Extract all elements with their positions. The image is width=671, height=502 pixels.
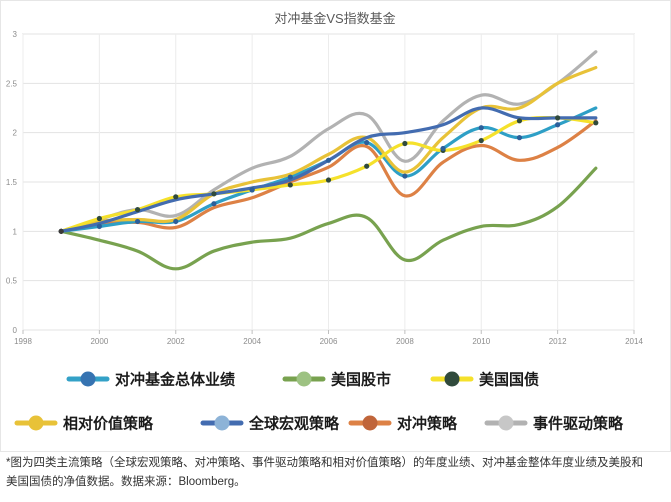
x-tick-label-5: 2008 bbox=[396, 337, 414, 346]
data-point-0-11 bbox=[478, 137, 484, 144]
data-point-1-10 bbox=[440, 145, 446, 152]
legend-label-1: 美国股市 bbox=[331, 371, 391, 389]
legend-label-0: 对冲基金总体业绩 bbox=[115, 371, 235, 389]
data-point-0-8 bbox=[364, 163, 370, 169]
legend-marker-0 bbox=[80, 371, 96, 387]
legend-marker-2 bbox=[444, 371, 460, 387]
data-point-0-13 bbox=[555, 115, 561, 121]
axis-tick-labels: 0 0.5 1 1.5 2 2.5 3 1998 2000 2002 2004 2006 2008 201… bbox=[6, 30, 644, 346]
legend-label-5: 对冲策略 bbox=[397, 415, 458, 433]
data-point-0-2 bbox=[134, 207, 141, 213]
y-tick-label-4: 2 bbox=[13, 129, 18, 138]
data-point-1-12 bbox=[516, 135, 523, 141]
legend-marker-5 bbox=[362, 415, 378, 431]
legend-label-4: 全球宏观策略 bbox=[248, 415, 340, 433]
x-tick-label-1: 2000 bbox=[90, 337, 108, 346]
x-tick-label-2: 2002 bbox=[167, 337, 185, 346]
data-point-1-2 bbox=[134, 218, 141, 225]
x-tick-label-3: 2004 bbox=[243, 337, 261, 346]
chart-svg: 对冲基金VS指数基金 0 0.5 1 1.5 2 2.5 3 1998 2000 2002 2004… bbox=[0, 0, 671, 452]
start-point-6 bbox=[58, 228, 64, 234]
legend-label-6: 事件驱动策略 bbox=[533, 415, 624, 433]
data-point-0-9 bbox=[402, 140, 408, 147]
data-point-0-14 bbox=[593, 120, 599, 126]
legend-label-2: 美国国债 bbox=[479, 371, 539, 389]
chart-title: 对冲基金VS指数基金 bbox=[274, 11, 395, 26]
figure-caption: *图为四类主流策略（全球宏观策略、对冲策略、事件驱动策略和相对价值策略）的年度业… bbox=[6, 454, 666, 492]
y-tick-label-0: 0 bbox=[13, 326, 18, 335]
chart-figure: 对冲基金VS指数基金 0 0.5 1 1.5 2 2.5 3 1998 2000 2002 2004… bbox=[0, 0, 671, 452]
y-tick-label-3: 1.5 bbox=[6, 178, 18, 187]
data-point-1-7 bbox=[325, 157, 332, 163]
x-tick-label-4: 2006 bbox=[320, 337, 338, 346]
legend-marker-1 bbox=[296, 371, 312, 387]
series-line-5 bbox=[59, 119, 598, 233]
legend-label-3: 相对价值策略 bbox=[63, 415, 154, 433]
x-tick-label-0: 1998 bbox=[14, 337, 32, 346]
data-point-0-3 bbox=[173, 194, 179, 200]
data-point-1-3 bbox=[173, 218, 179, 225]
caption-line-1: *图为四类主流策略（全球宏观策略、对冲策略、事件驱动策略和相对价值策略）的年度业… bbox=[6, 457, 643, 469]
data-point-1-11 bbox=[478, 125, 484, 131]
data-point-0-6 bbox=[287, 182, 293, 188]
legend-marker-3 bbox=[28, 415, 44, 431]
y-tick-label-2: 1 bbox=[13, 227, 18, 236]
legend-marker-4 bbox=[214, 415, 230, 431]
series-line-6 bbox=[59, 50, 598, 233]
x-tick-label-7: 2012 bbox=[549, 337, 567, 346]
data-point-1-13 bbox=[555, 122, 561, 128]
data-point-0-7 bbox=[325, 177, 332, 183]
caption-line-2: 美国国债的净值数据。数据来源：Bloomberg。 bbox=[6, 476, 246, 488]
x-tick-label-8: 2014 bbox=[625, 337, 643, 346]
data-point-1-6 bbox=[287, 174, 293, 180]
grid-lines bbox=[22, 33, 635, 334]
data-point-1-4 bbox=[211, 201, 217, 207]
series-markers bbox=[58, 115, 599, 234]
data-point-1-5 bbox=[249, 187, 255, 193]
series-line-3 bbox=[59, 65, 598, 233]
data-point-1-9 bbox=[402, 173, 408, 179]
x-tick-label-6: 2010 bbox=[472, 337, 490, 346]
series-line-1 bbox=[59, 166, 598, 271]
y-tick-label-6: 3 bbox=[13, 30, 18, 39]
data-point-0-1 bbox=[96, 215, 102, 222]
data-point-0-4 bbox=[211, 191, 217, 197]
legend-marker-6 bbox=[498, 415, 514, 431]
data-point-1-8 bbox=[364, 139, 370, 146]
y-tick-label-5: 2.5 bbox=[6, 79, 18, 88]
y-tick-label-1: 0.5 bbox=[6, 277, 18, 286]
data-point-0-12 bbox=[516, 118, 523, 124]
data-point-1-1 bbox=[96, 223, 102, 229]
